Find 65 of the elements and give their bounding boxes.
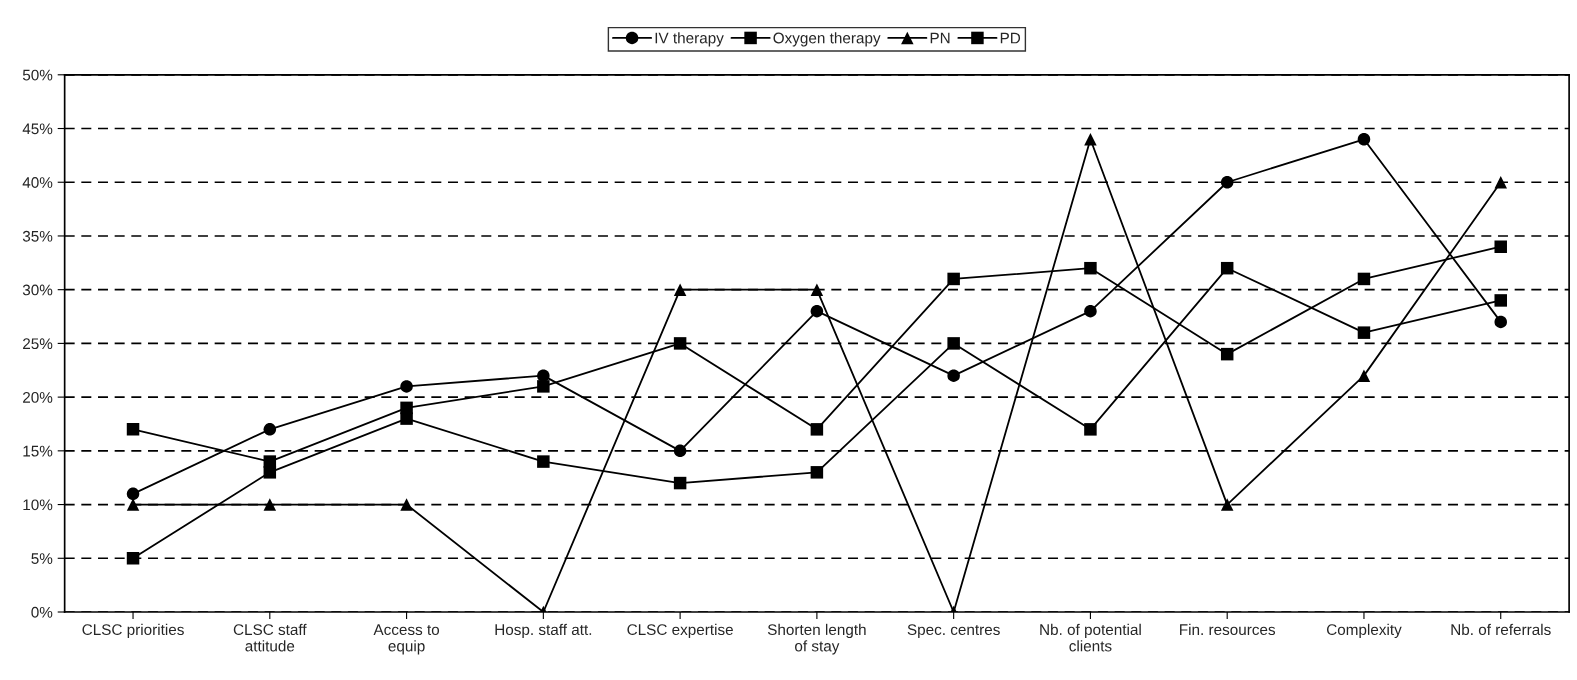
- point: [1220, 498, 1234, 511]
- y-tick-label: 30%: [22, 284, 53, 296]
- point: [947, 272, 960, 286]
- x-tick-label: CLSC priorities: [82, 623, 184, 639]
- point: [1084, 304, 1097, 318]
- point: [126, 552, 140, 565]
- point: [947, 337, 960, 350]
- legend-label: IV therapy: [655, 32, 724, 47]
- point: [810, 423, 824, 436]
- y-tick-label: 45%: [22, 123, 53, 135]
- x-tick-label: Shorten length of stay: [767, 623, 866, 655]
- point: [263, 498, 277, 511]
- y-tick-label: 15%: [23, 445, 53, 457]
- point: [810, 304, 824, 318]
- point: [1494, 315, 1507, 329]
- x-tick-label: CLSC staff attitude: [233, 623, 307, 652]
- point: [1084, 133, 1097, 146]
- x-tick-label: Complexity: [1326, 623, 1402, 639]
- y-tick-label: 20%: [23, 391, 53, 403]
- y-tick-label: 35%: [22, 230, 53, 242]
- x-tick-label: Hosp. staff att.: [495, 623, 592, 639]
- point: [1357, 326, 1371, 339]
- point: [1220, 261, 1234, 275]
- legend-label: Oxygen therapy: [773, 32, 881, 47]
- y-tick-label: 0%: [31, 606, 53, 618]
- point: [400, 401, 413, 415]
- point: [1084, 261, 1097, 275]
- point: [947, 369, 960, 382]
- x-tick-label: Nb. of referrals: [1451, 623, 1551, 636]
- point: [673, 283, 687, 296]
- point: [1357, 369, 1371, 382]
- legend-label: PD: [1000, 32, 1021, 44]
- point: [263, 423, 277, 436]
- x-tick-label: Nb. of potential clients: [1040, 623, 1141, 652]
- point: [673, 337, 687, 350]
- x-tick-label: CLSC expertise: [627, 623, 733, 639]
- y-tick-label: 25%: [23, 338, 53, 350]
- x-tick-label: Access to equip: [373, 624, 440, 655]
- point: [673, 444, 687, 458]
- point: [1220, 347, 1234, 361]
- point: [126, 423, 140, 436]
- point: [126, 487, 140, 501]
- point: [537, 455, 550, 468]
- point: [126, 498, 140, 511]
- point: [810, 283, 824, 296]
- x-tick-label: Spec. centres: [907, 624, 1000, 639]
- point: [673, 476, 687, 490]
- y-tick-label: 5%: [31, 553, 53, 564]
- point: [810, 466, 824, 479]
- y-tick-label: 10%: [23, 499, 53, 511]
- point: [1357, 272, 1371, 286]
- y-tick-label: 40%: [22, 177, 53, 188]
- point: [400, 498, 413, 511]
- y-tick-label: 50%: [22, 69, 53, 81]
- point: [1220, 175, 1234, 189]
- point: [263, 455, 277, 468]
- point: [1494, 240, 1507, 253]
- legend-label: PN: [930, 32, 950, 44]
- point: [1494, 175, 1507, 189]
- point: [1357, 133, 1371, 146]
- point: [1494, 294, 1507, 307]
- point: [400, 380, 413, 393]
- point: [537, 380, 550, 393]
- point: [1084, 423, 1097, 436]
- x-tick-label: Fin. resources: [1180, 623, 1276, 636]
